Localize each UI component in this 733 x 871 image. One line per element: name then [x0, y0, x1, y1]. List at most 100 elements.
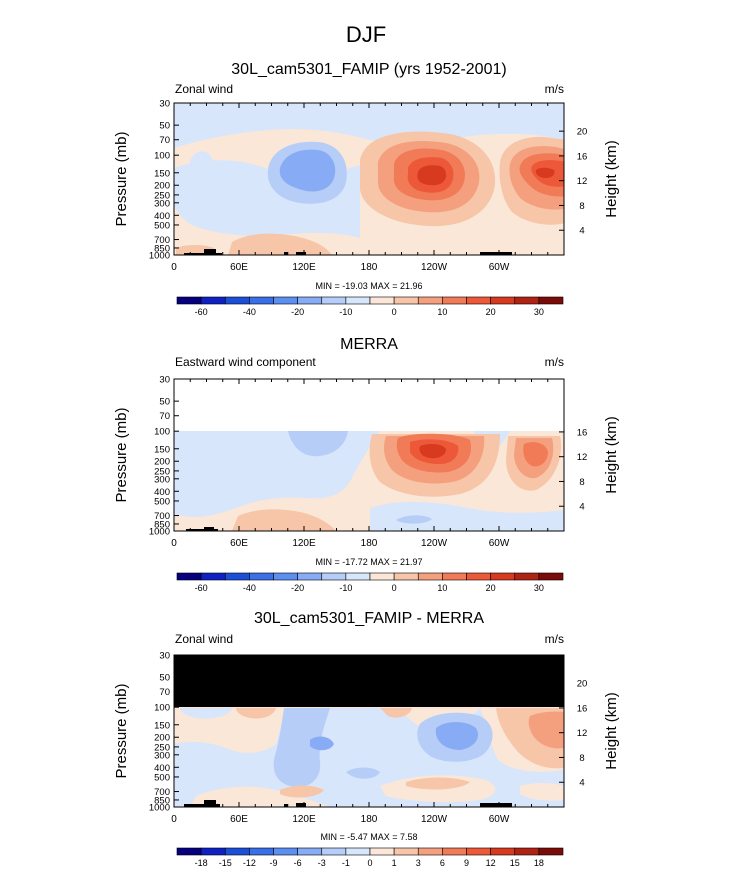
colorbar-swatch [514, 296, 540, 305]
colorbar-label: 3 [416, 858, 421, 868]
colorbar-label: 20 [486, 583, 496, 593]
y-tick-label: 850 [154, 243, 170, 254]
colorbar-swatch [442, 847, 467, 856]
y-tick-label: 700 [154, 787, 170, 798]
colorbar-swatch [249, 296, 274, 305]
colorbar-swatch [466, 847, 491, 856]
contour-level-25 [419, 444, 446, 459]
y-tick-label: 1000 [149, 251, 170, 262]
colorbar-swatch [514, 572, 540, 581]
y-axis-title: Pressure (mb) [113, 131, 130, 226]
figure-title: DJF [346, 22, 386, 47]
y2-tick-label: 8 [579, 477, 584, 488]
x-tick-label: 120W [421, 262, 448, 273]
colorbar-swatch [200, 847, 226, 856]
y2-tick-label: 4 [579, 502, 584, 513]
x-tick-label: 0 [171, 814, 177, 825]
y-axis-right: 20 16 12 8 4 [559, 127, 587, 237]
contour-level--1 [180, 708, 232, 719]
colorbar-label: 15 [510, 858, 520, 868]
colorbar-label: 18 [534, 858, 544, 868]
colorbar-label: -1 [342, 858, 350, 868]
colorbar-swatch [466, 572, 491, 581]
y-tick-label: 30 [159, 651, 170, 662]
contour-level-3 [406, 777, 470, 790]
panel-left-label: Zonal wind [175, 632, 233, 646]
colorbar-swatch [466, 296, 491, 305]
contour-field [174, 379, 564, 531]
contour-low-level [228, 233, 332, 255]
colorbar-label: -10 [339, 307, 352, 317]
contour-level--6 [310, 736, 334, 751]
colorbar-swatch [321, 847, 347, 856]
contour-level-25 [535, 167, 555, 178]
y-tick-label: 700 [154, 511, 170, 522]
colorbar-swatch [490, 847, 516, 856]
colorbar-swatch [369, 296, 395, 305]
contour-level-3 [236, 708, 276, 719]
y2-tick-label: 8 [579, 753, 584, 764]
contour-level-6 [528, 711, 564, 749]
y2-axis-title: Height (km) [603, 692, 620, 770]
colorbar-swatch [538, 572, 564, 581]
colorbar-swatch [538, 296, 564, 305]
colorbar-label: 10 [437, 583, 447, 593]
x-tick-label: 120E [292, 814, 316, 825]
colorbar-label: 1 [392, 858, 397, 868]
topography [184, 249, 512, 255]
x-tick-label: 120W [421, 538, 448, 549]
y-tick-label: 400 [154, 211, 170, 222]
colorbar-swatch [490, 296, 516, 305]
colorbar-swatch [224, 847, 250, 856]
x-tick-label: 60W [489, 262, 510, 273]
minmax-label: MIN = -17.72 MAX = 21.97 [315, 557, 422, 567]
colorbar-swatch [273, 847, 298, 856]
contour-level--10 [396, 515, 432, 524]
colorbar-label: -40 [243, 307, 256, 317]
colorbar-swatch [442, 296, 467, 305]
colorbar: -18 -15 -12 -9 -6 -3 -1 0 1 3 6 9 12 15 18 [176, 847, 564, 868]
colorbar-label: -6 [294, 858, 302, 868]
colorbar-swatch [514, 847, 540, 856]
y-tick-label: 150 [154, 720, 170, 731]
contour-level-3 [380, 708, 412, 718]
panel-obs: MERRA Eastward wind component m/s 30 50 70… [113, 336, 620, 593]
colorbar-swatch [297, 296, 323, 305]
colorbar-swatch [249, 572, 274, 581]
contour-level--20 [279, 149, 336, 192]
panel-right-label: m/s [545, 355, 564, 369]
y-tick-label: 500 [154, 772, 170, 783]
y2-tick-label: 4 [579, 778, 584, 789]
x-axis: 0 60E 120E 180 120W 60W [171, 655, 549, 825]
colorbar-label: 9 [464, 858, 469, 868]
y2-tick-label: 8 [579, 201, 584, 212]
y-tick-label: 50 [159, 397, 170, 408]
colorbar-swatch [417, 847, 443, 856]
colorbar-label: -9 [269, 858, 277, 868]
y-tick-label: 70 [159, 411, 170, 422]
x-tick-label: 60W [489, 538, 510, 549]
y-tick-label: 400 [154, 487, 170, 498]
y-tick-label: 150 [154, 444, 170, 455]
colorbar-swatch [442, 572, 467, 581]
y-axis-right: 16 12 8 4 [559, 427, 587, 513]
contour-level--3 [346, 767, 380, 779]
y2-axis-title: Height (km) [603, 416, 620, 494]
y-tick-label: 200 [154, 733, 170, 744]
y2-tick-label: 4 [579, 226, 584, 237]
colorbar-label: 20 [486, 307, 496, 317]
contour-low-level [232, 509, 336, 531]
colorbar-swatch [297, 572, 323, 581]
colorbar: -60 -40 -20 -10 0 10 20 30 [176, 296, 564, 317]
minmax-label: MIN = -5.47 MAX = 7.58 [320, 832, 417, 842]
contour-negative-low [370, 502, 564, 531]
colorbar-swatch [417, 572, 443, 581]
contour-negative-left [190, 151, 214, 215]
colorbar-label: 0 [367, 858, 372, 868]
y-tick-label: 250 [154, 742, 170, 753]
topography [186, 527, 218, 531]
colorbar: -60 -40 -20 -10 0 10 20 30 [176, 572, 564, 593]
colorbar-label: 6 [440, 858, 445, 868]
x-tick-label: 0 [171, 262, 177, 273]
